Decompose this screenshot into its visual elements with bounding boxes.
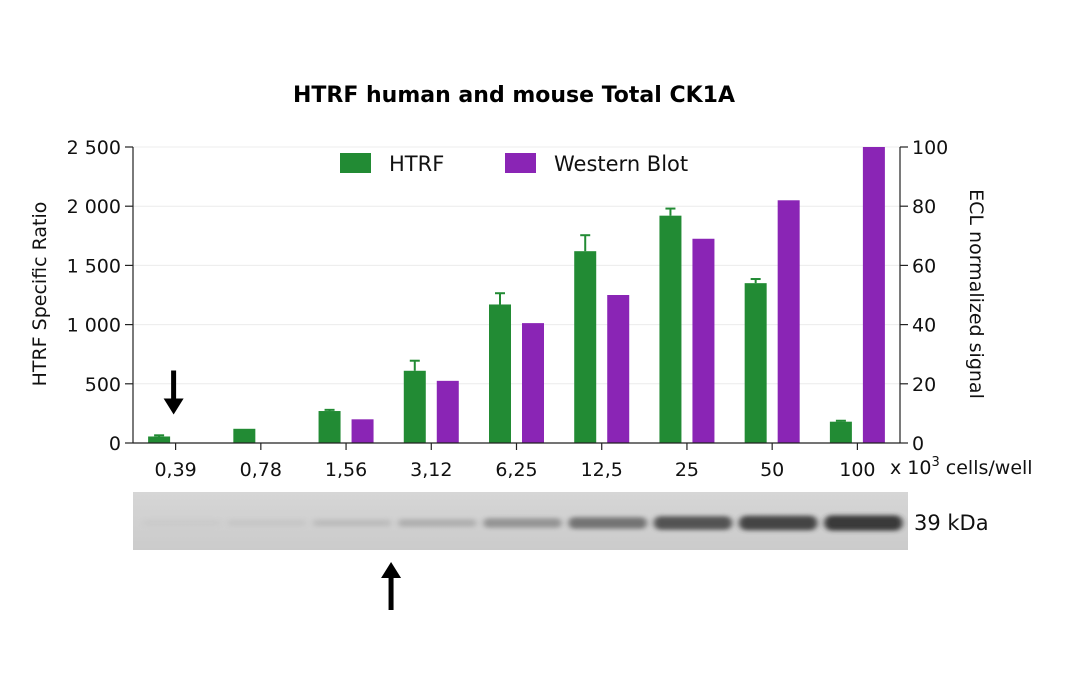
legend-swatch-western-blot <box>505 153 536 173</box>
htrf-bar <box>148 436 171 443</box>
x-tick-label: 0,78 <box>240 459 282 481</box>
down-arrow-head <box>163 398 184 415</box>
y-tick-label: 500 <box>85 374 121 396</box>
htrf-bar <box>403 370 426 443</box>
blot-band <box>483 518 562 528</box>
y2-tick-label: 60 <box>912 255 936 277</box>
western-blot-bar <box>351 419 374 443</box>
x-tick-label: 100 <box>839 459 875 481</box>
blot-band <box>568 517 647 529</box>
western-blot-bar <box>692 238 715 443</box>
y-tick-label: 2 500 <box>67 137 121 159</box>
legend-label-htrf: HTRF <box>389 152 444 176</box>
htrf-bar <box>318 411 341 443</box>
x-axis-label: x 103 cells/well <box>890 455 1033 479</box>
legend: HTRF Western Blot <box>340 152 688 176</box>
y2-tick-label: 0 <box>912 433 924 455</box>
y2-tick-label: 40 <box>912 315 936 337</box>
htrf-bar <box>489 304 511 443</box>
y2-tick-label: 80 <box>912 196 936 218</box>
x-tick-label: 25 <box>675 459 699 481</box>
blot-band <box>142 519 221 527</box>
x-tick-label: 6,25 <box>495 459 537 481</box>
western-blot-bar <box>862 147 885 443</box>
blot-band <box>398 519 477 527</box>
bars <box>148 147 885 443</box>
htrf-bar <box>744 283 767 443</box>
y-tick-label: 1 000 <box>67 315 121 337</box>
y2-axis-label: ECL normalized signal <box>965 189 987 399</box>
western-blot-bar <box>607 295 630 443</box>
x-tick-label: 1,56 <box>325 459 367 481</box>
x-tick-label: 12,5 <box>581 459 623 481</box>
blot-band <box>227 519 307 527</box>
htrf-bar <box>829 421 852 443</box>
western-blot-bar <box>436 380 459 443</box>
x-axis-label-suffix: cells/well <box>940 457 1033 479</box>
blot-band <box>824 515 903 531</box>
blot-size-label: 39 kDa <box>914 511 989 535</box>
chart-title: HTRF human and mouse Total CK1A <box>293 83 735 108</box>
legend-swatch-htrf <box>340 153 371 173</box>
legend-label-western-blot: Western Blot <box>554 152 688 176</box>
blot-band <box>738 515 818 531</box>
y-tick-label: 2 000 <box>67 196 121 218</box>
y2-tick-label: 20 <box>912 374 936 396</box>
y-tick-label: 0 <box>109 433 121 455</box>
blot-band <box>653 516 733 530</box>
x-tick-label: 50 <box>760 459 784 481</box>
x-tick-label: 0,39 <box>154 459 196 481</box>
htrf-bar <box>574 251 597 443</box>
western-blot-image <box>133 492 908 550</box>
x-axis-label-prefix: x 10 <box>890 457 931 479</box>
western-blot-bar <box>777 200 800 443</box>
y-axis-label: HTRF Specific Ratio <box>29 202 51 387</box>
up-arrow-head <box>381 562 402 578</box>
blot-band <box>312 519 392 527</box>
western-blot-bar <box>522 323 544 443</box>
x-tick-label: 3,12 <box>410 459 452 481</box>
htrf-bar <box>233 428 256 443</box>
y-tick-label: 1 500 <box>67 255 121 277</box>
arrows <box>163 370 402 610</box>
x-axis-label-exponent: 3 <box>931 455 939 470</box>
htrf-bar <box>659 215 682 443</box>
y2-tick-label: 100 <box>912 137 948 159</box>
gridlines <box>133 146 900 385</box>
